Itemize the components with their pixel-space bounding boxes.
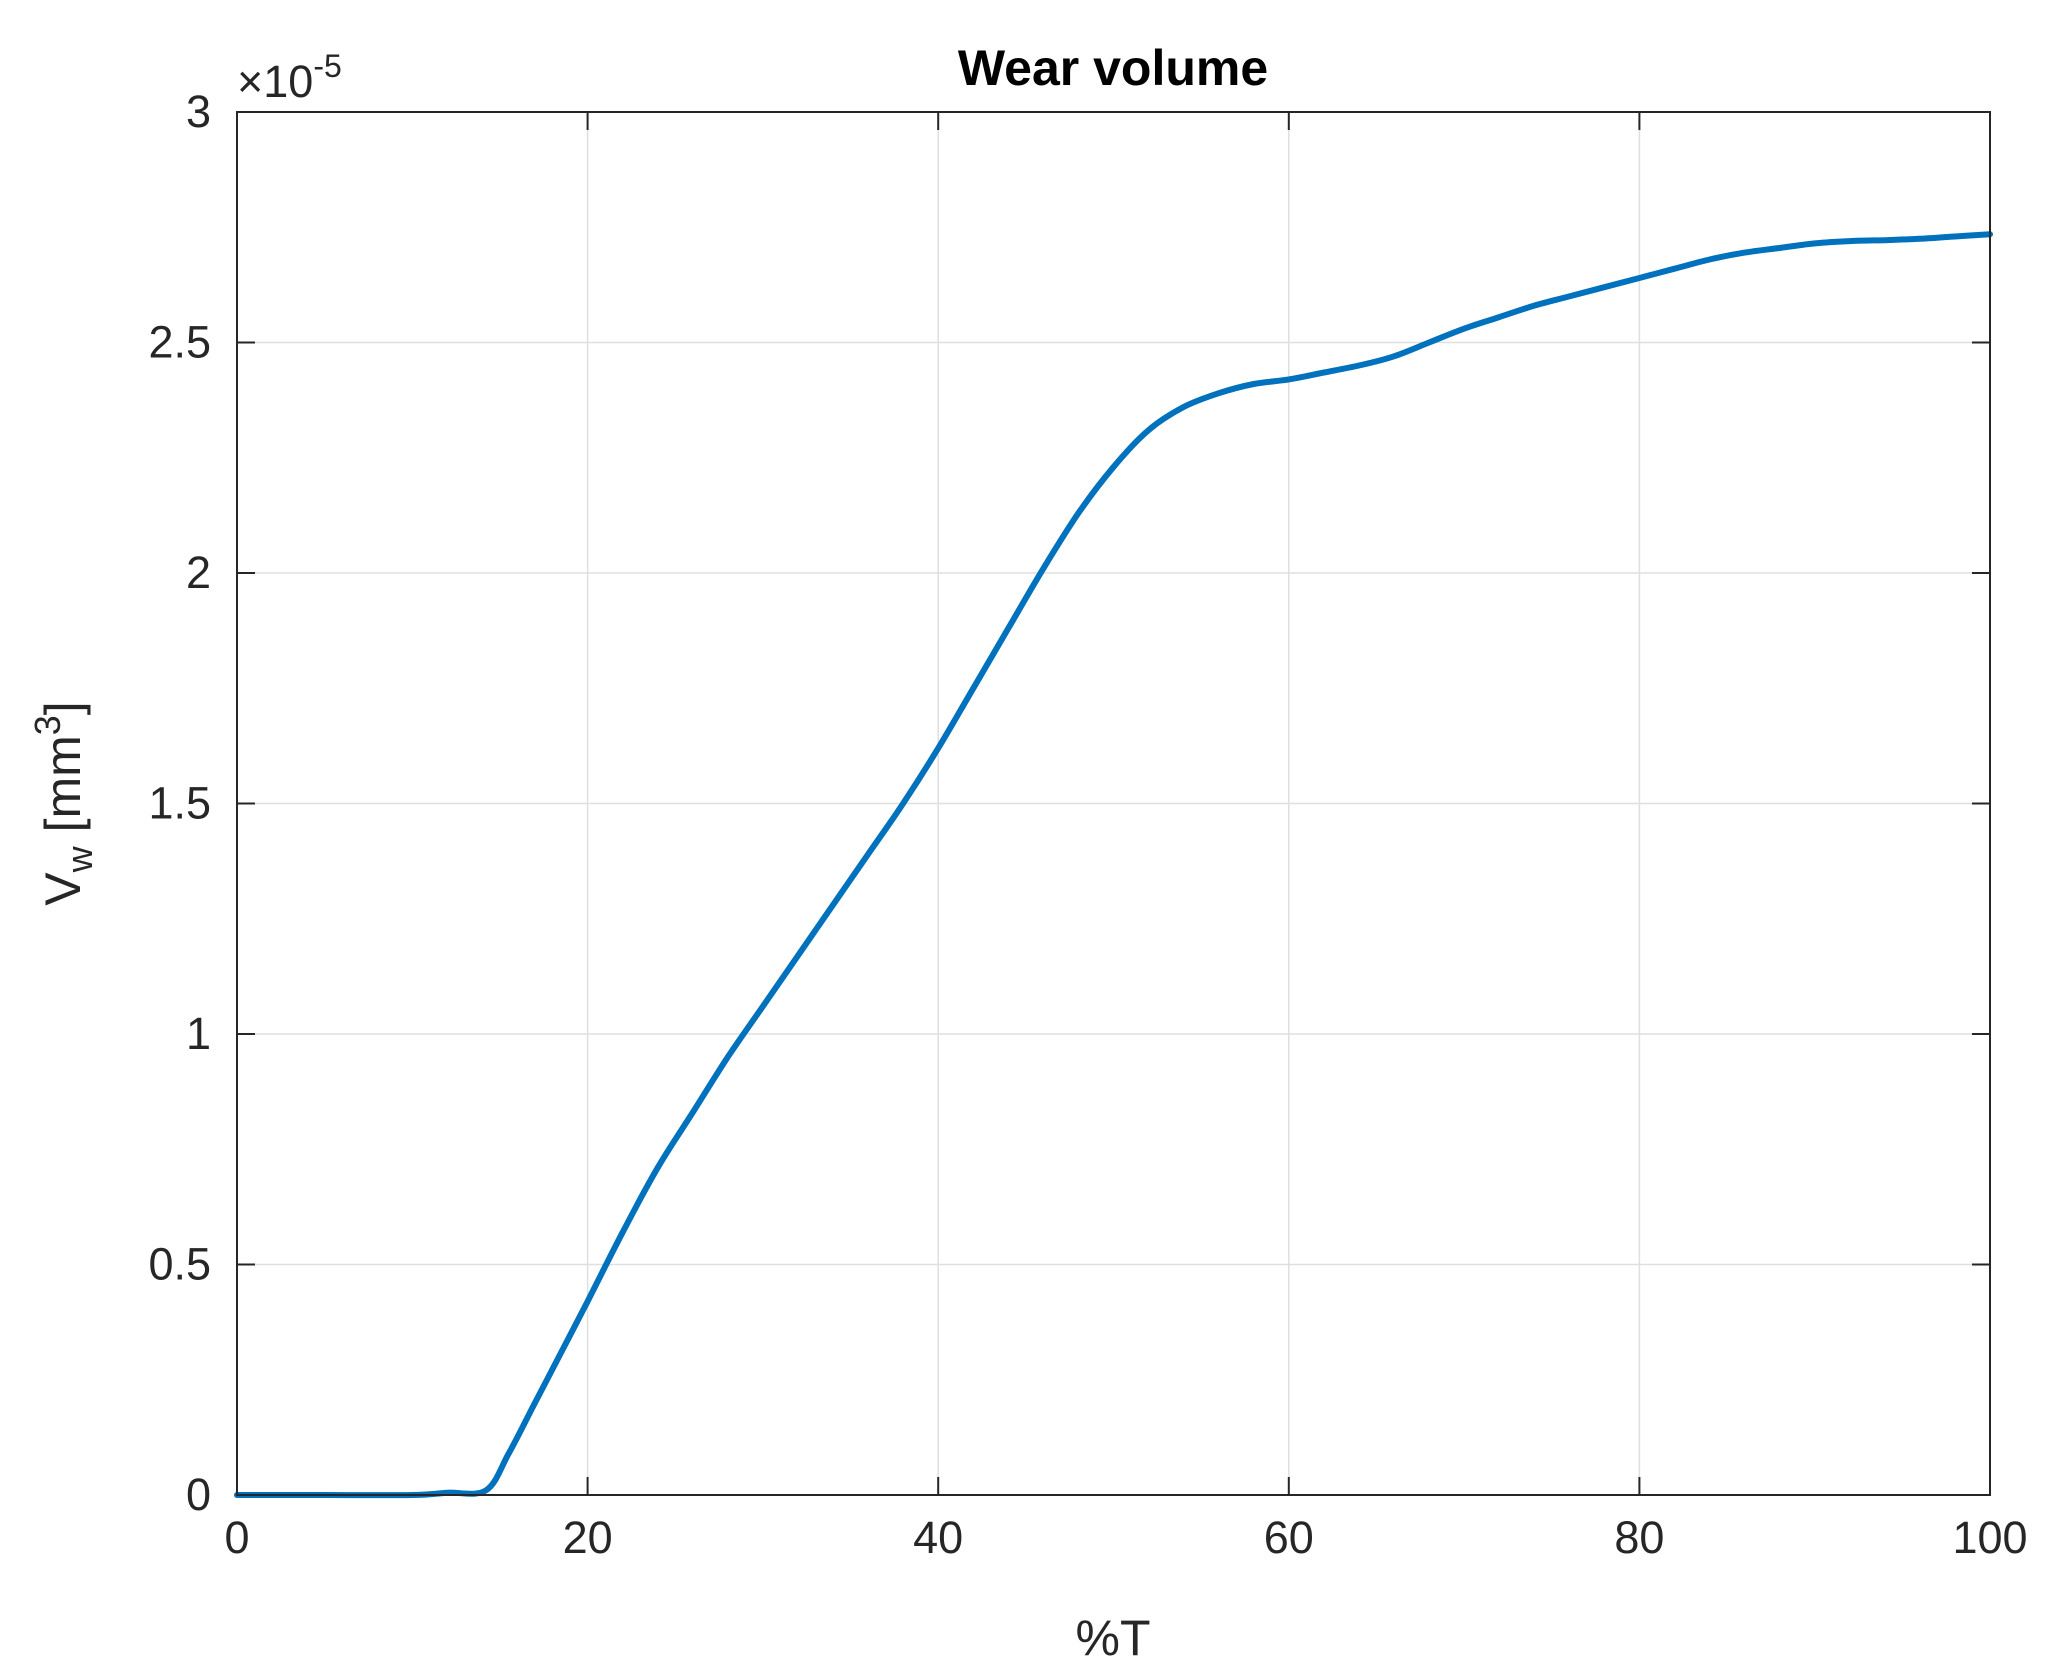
x-tick-label: 60 <box>1264 1512 1314 1563</box>
y-tick-label: 2 <box>186 547 211 598</box>
y-multiplier-base: ×10 <box>237 56 313 107</box>
y-tick-label: 1 <box>186 1008 211 1059</box>
series-layer <box>234 231 1993 1499</box>
x-tick-label: 100 <box>1952 1512 2027 1563</box>
y-tick-label: 0.5 <box>148 1239 211 1290</box>
y-multiplier: ×10-5 <box>237 48 342 107</box>
y-axis-label-base: V <box>35 872 91 906</box>
y-tick-label: 1.5 <box>148 778 211 829</box>
y-axis-label-subscript: w <box>59 845 100 873</box>
x-tick-label: 0 <box>224 1512 249 1563</box>
x-tick-label: 40 <box>913 1512 963 1563</box>
y-axis-label: Vw [mm3] <box>27 701 100 905</box>
plot-frame <box>236 111 1991 1496</box>
wear-volume-line <box>234 231 1993 1499</box>
chart-title: Wear volume <box>958 40 1268 96</box>
y-axis-label-unit-close: ] <box>35 701 91 715</box>
grid-lines <box>237 112 1990 1495</box>
y-tick-label: 2.5 <box>148 317 211 368</box>
y-axis-label-unit: [mm <box>35 735 91 846</box>
x-axis-label: %T <box>1076 1610 1151 1666</box>
y-tick-label: 0 <box>186 1469 211 1520</box>
y-tick-label: 3 <box>186 86 211 137</box>
y-multiplier-exponent: -5 <box>313 48 341 84</box>
x-tick-label: 80 <box>1614 1512 1664 1563</box>
x-tick-label: 20 <box>563 1512 613 1563</box>
tick-labels: 0 20 40 60 80 100 0 0.5 1 1.5 2 2.5 3 <box>148 86 2027 1563</box>
y-axis-label-unit-superscript: 3 <box>27 715 68 735</box>
